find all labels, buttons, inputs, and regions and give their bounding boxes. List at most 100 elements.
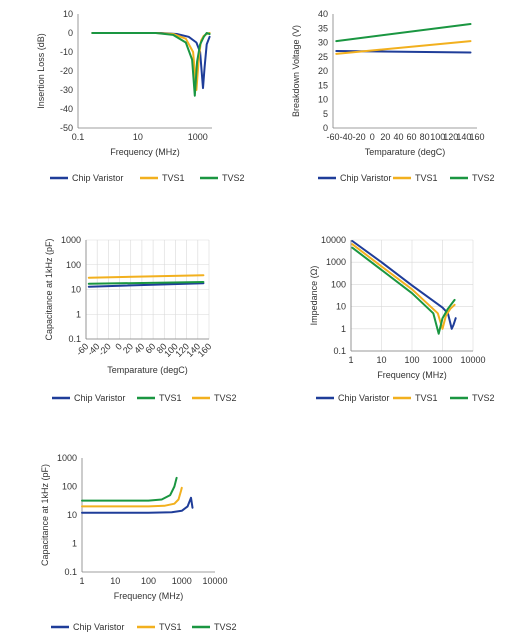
series-line-3	[87, 274, 205, 279]
x-tick-label: 160	[196, 341, 214, 359]
y-tick-label: -20	[60, 66, 73, 76]
legend-label: TVS1	[415, 393, 438, 403]
legend-label: Chip Varistor	[72, 173, 123, 183]
series-line-3	[335, 23, 472, 43]
x-tick-label: 100	[141, 576, 156, 586]
x-tick-label: 60	[407, 132, 417, 142]
legend-label: TVS2	[472, 173, 495, 183]
y-tick-label: -10	[60, 47, 73, 57]
x-tick-label: 1000	[188, 132, 208, 142]
y-tick-label: 25	[318, 52, 328, 62]
x-axis-label: Frequency (MHz)	[110, 147, 180, 157]
y-tick-label: 10	[63, 9, 73, 19]
x-tick-label: 40	[393, 132, 403, 142]
x-axis-label: Frequency (MHz)	[377, 370, 447, 380]
y-tick-label: 15	[318, 80, 328, 90]
x-tick-label: 1	[348, 355, 353, 365]
y-tick-label: 30	[318, 38, 328, 48]
x-tick-label: -20	[97, 341, 113, 357]
y-axis-label: Breakdown Voltage (V)	[291, 25, 301, 117]
legend-label: TVS2	[214, 393, 237, 403]
y-axis-label: Insertion Loss (dB)	[36, 33, 46, 109]
series-line-1	[351, 240, 457, 330]
x-tick-label: 1	[79, 576, 84, 586]
y-tick-label: 20	[318, 66, 328, 76]
y-tick-label: 35	[318, 23, 328, 33]
x-tick-label: 1000	[432, 355, 452, 365]
y-axis-label: Capacitance at 1kHz (pF)	[40, 464, 50, 566]
legend-label: TVS1	[415, 173, 438, 183]
y-tick-label: 1000	[61, 235, 81, 245]
x-tick-label: 160	[469, 132, 484, 142]
x-tick-label: 100	[404, 355, 419, 365]
y-tick-label: 0.1	[64, 567, 77, 577]
y-tick-label: 0.1	[333, 346, 346, 356]
x-tick-label: 0.1	[72, 132, 85, 142]
y-tick-label: 10	[336, 302, 346, 312]
x-tick-label: 140	[456, 132, 471, 142]
chart-1: 10 0 -10 -20 -30 -40 -500.1 10 1000 Frequency (MH…	[36, 9, 245, 183]
series-line-2	[87, 281, 205, 285]
legend-label: TVS2	[222, 173, 245, 183]
y-tick-label: 0	[68, 28, 73, 38]
y-tick-label: 40	[318, 9, 328, 19]
y-tick-label: 1	[341, 324, 346, 334]
y-tick-label: 5	[323, 109, 328, 119]
x-tick-label: 10	[376, 355, 386, 365]
y-tick-label: 100	[66, 260, 81, 270]
series-line-1	[87, 282, 205, 288]
x-axis-label: Temparature (degC)	[107, 365, 188, 375]
y-tick-label: -30	[60, 85, 73, 95]
series-line-2	[351, 243, 456, 330]
y-tick-label: 100	[62, 482, 77, 492]
x-tick-label: 80	[420, 132, 430, 142]
x-tick-label: 20	[380, 132, 390, 142]
x-tick-label: 0	[370, 132, 375, 142]
legend-label: TVS1	[159, 393, 182, 403]
y-tick-label: 10	[67, 510, 77, 520]
legend-label: Chip Varistor	[338, 393, 389, 403]
y-tick-label: 1000	[57, 453, 77, 463]
series-line-1	[81, 496, 194, 514]
x-tick-label: 100	[430, 132, 445, 142]
y-tick-label: 1	[72, 539, 77, 549]
y-tick-label: -50	[60, 123, 73, 133]
series-line-3	[91, 32, 211, 97]
legend-label: Chip Varistor	[73, 622, 124, 632]
x-tick-label: 120	[443, 132, 458, 142]
x-tick-label: -40	[340, 132, 353, 142]
y-axis-label: Impedance (Ω)	[309, 266, 319, 326]
series-line-2	[335, 40, 472, 55]
x-tick-label: 10	[133, 132, 143, 142]
x-axis-label: Temparature (degC)	[365, 147, 446, 157]
y-tick-label: 100	[331, 279, 346, 289]
y-tick-label: 1	[76, 309, 81, 319]
legend-label: TVS1	[159, 622, 182, 632]
y-tick-label: 1000	[326, 257, 346, 267]
x-tick-label: 10000	[202, 576, 227, 586]
y-tick-label: 0.1	[68, 334, 81, 344]
x-tick-label: 10	[110, 576, 120, 586]
y-tick-label: 0	[323, 123, 328, 133]
x-tick-label: 1000	[172, 576, 192, 586]
x-axis-label: Frequency (MHz)	[114, 591, 184, 601]
series-line-3	[351, 246, 456, 335]
y-tick-label: 10	[318, 95, 328, 105]
legend-label: TVS2	[214, 622, 237, 632]
y-axis-label: Capacitance at 1kHz (pF)	[44, 238, 54, 340]
legend-label: Chip Varistor	[74, 393, 125, 403]
x-tick-label: 10000	[460, 355, 485, 365]
x-tick-label: -20	[353, 132, 366, 142]
series-line-2	[81, 486, 183, 508]
legend-label: TVS1	[162, 173, 185, 183]
x-tick-label: 0	[113, 341, 124, 352]
x-tick-label: -60	[326, 132, 339, 142]
legend-label: Chip Varistor	[340, 173, 391, 183]
y-tick-label: -40	[60, 104, 73, 114]
y-tick-label: 10000	[321, 235, 346, 245]
